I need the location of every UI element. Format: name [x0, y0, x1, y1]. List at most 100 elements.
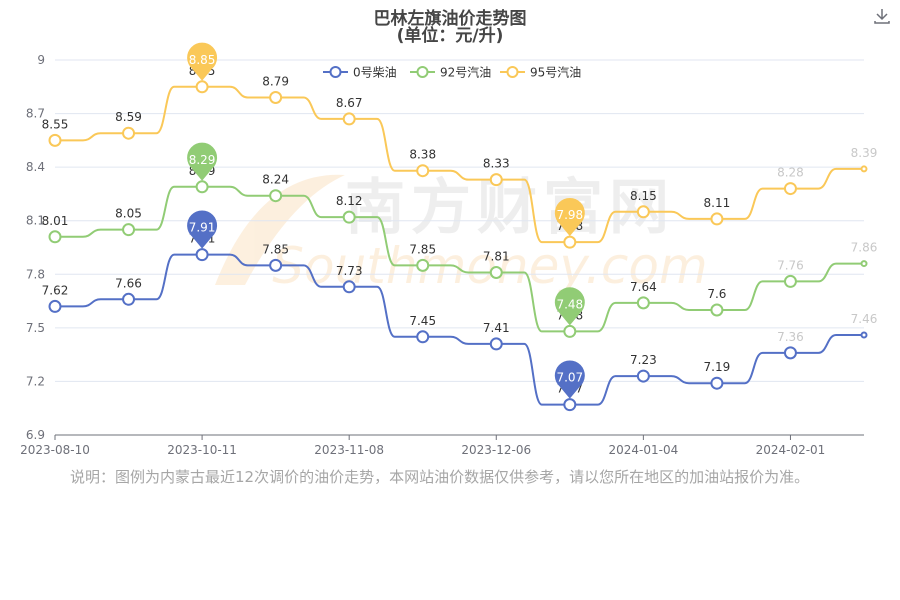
max-pin-shape: [187, 210, 218, 249]
data-label: 7.36: [777, 330, 804, 344]
data-label: 8.28: [777, 166, 804, 180]
y-tick-label: 9: [37, 53, 45, 67]
series-1: 8.01 8.05 8.29 8.24 8.12 7.85 7.81 7.48 7.64 7.6 7…: [42, 142, 878, 338]
data-point: [489, 337, 503, 351]
data-point: [563, 235, 577, 249]
data-label: 7.41: [483, 321, 510, 335]
data-label: 7.6: [707, 287, 726, 301]
data-label: 7.45: [409, 314, 436, 328]
max-pin-shape: [187, 142, 218, 181]
data-point: [269, 189, 283, 203]
data-label: 8.01: [42, 214, 69, 228]
data-point: [636, 369, 650, 383]
data-label: 8.39: [851, 146, 878, 160]
data-point: [195, 180, 209, 194]
data-point: [783, 346, 797, 360]
series-line: [55, 185, 864, 333]
series-line: [55, 253, 864, 406]
min-pin: 7.48: [554, 287, 585, 326]
max-pin-label: 8.85: [189, 53, 216, 67]
chart-subtitle: (单位：元/升): [396, 26, 504, 46]
y-tick-label: 8.7: [26, 107, 45, 121]
data-label: 7.23: [630, 353, 657, 367]
watermark-text-cn: 南方财富网: [345, 173, 675, 243]
x-tick-label: 2023-11-08: [314, 443, 384, 457]
min-pin-shape: [554, 360, 585, 399]
max-pin: 8.29: [187, 142, 218, 181]
data-label: 8.38: [409, 148, 436, 162]
data-point: [636, 205, 650, 219]
y-tick-label: 8.1: [26, 214, 45, 228]
data-point: [710, 303, 724, 317]
data-label: 7.64: [630, 280, 657, 294]
series-0: 7.62 7.66 7.91 7.85 7.73 7.45 7.41 7.07 7.23 7.19…: [42, 210, 878, 412]
data-label: 8.11: [704, 196, 731, 210]
data-label: 8.79: [262, 75, 289, 89]
min-pin-shape: [554, 197, 585, 237]
data-point: [563, 324, 577, 338]
data-label: 8.59: [115, 110, 142, 124]
data-label: 7.19: [704, 360, 731, 374]
data-label: 7.73: [336, 264, 363, 278]
data-label: 7.46: [851, 312, 878, 326]
y-tick-label: 8.4: [26, 160, 45, 174]
download-icon[interactable]: [872, 6, 892, 26]
legend-item[interactable]: 92号汽油: [410, 65, 491, 80]
max-pin: 7.91: [187, 210, 218, 249]
min-pin: 7.98: [554, 197, 585, 237]
data-label: 7.62: [42, 283, 69, 297]
min-pin: 7.07: [554, 360, 585, 399]
x-tick-label: 2023-12-06: [461, 443, 531, 457]
y-tick-label: 7.8: [26, 267, 45, 281]
watermark-logo: [215, 174, 345, 285]
chart-title: 巴林左旗油价走势图: [373, 9, 527, 29]
data-point: [710, 212, 724, 226]
x-tick-label: 2023-10-11: [167, 443, 237, 457]
data-point: [416, 330, 430, 344]
series-line: [55, 85, 864, 244]
y-tick-label: 7.2: [26, 374, 45, 388]
data-label: 7.76: [777, 258, 804, 272]
min-pin-label: 7.07: [556, 371, 583, 385]
min-pin-label: 7.48: [556, 297, 583, 311]
min-pin-shape: [554, 287, 585, 326]
legend-label: 95号汽油: [530, 65, 581, 80]
data-label: 8.12: [336, 194, 363, 208]
data-point: [636, 296, 650, 310]
data-label: 7.86: [851, 241, 878, 255]
y-tick-label: 6.9: [26, 428, 45, 442]
data-point: [195, 80, 209, 94]
legend-item[interactable]: 95号汽油: [500, 65, 581, 80]
max-pin-shape: [187, 42, 218, 81]
min-pin-label: 7.98: [556, 208, 583, 222]
data-point: [783, 182, 797, 196]
legend-marker: [506, 66, 519, 78]
legend-label: 0号柴油: [353, 66, 397, 80]
data-point: [122, 292, 136, 306]
legend-item[interactable]: 0号柴油: [323, 66, 397, 80]
data-point: [48, 299, 62, 313]
max-pin-label: 8.29: [189, 153, 216, 167]
data-label: 8.24: [262, 173, 289, 187]
data-point: [860, 165, 868, 173]
legend-label: 92号汽油: [440, 65, 491, 80]
data-point: [710, 376, 724, 390]
data-point: [860, 260, 868, 268]
data-label: 8.15: [630, 189, 657, 203]
data-point: [269, 258, 283, 272]
x-tick-label: 2024-02-01: [756, 443, 826, 457]
data-label: 8.05: [115, 207, 142, 221]
data-point: [860, 331, 868, 339]
data-point: [48, 133, 62, 147]
max-pin-label: 7.91: [189, 221, 216, 235]
data-point: [269, 91, 283, 104]
legend-marker: [329, 66, 342, 78]
data-label: 7.81: [483, 250, 510, 264]
data-label: 8.67: [336, 96, 363, 110]
legend-marker: [416, 66, 429, 78]
data-label: 8.33: [483, 157, 510, 171]
y-tick-label: 7.5: [26, 321, 45, 335]
data-label: 7.85: [409, 242, 436, 256]
data-point: [342, 210, 356, 224]
